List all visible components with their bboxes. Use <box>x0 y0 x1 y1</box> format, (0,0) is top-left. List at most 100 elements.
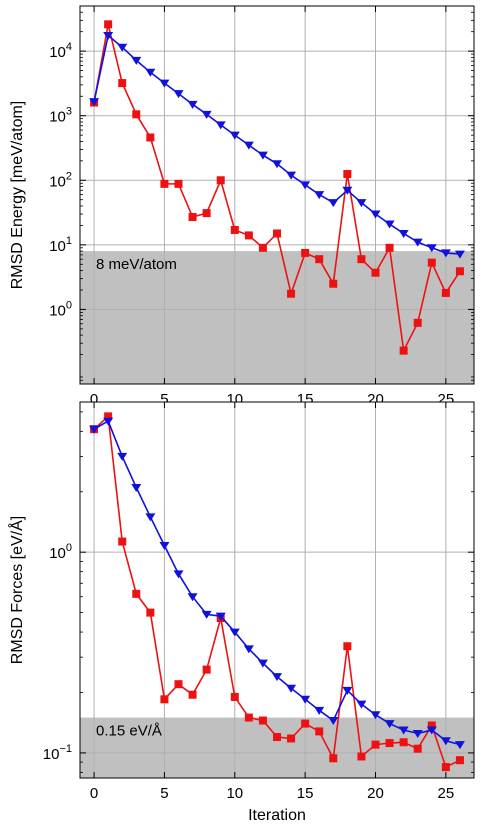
data-point <box>300 181 311 190</box>
data-point <box>243 141 254 150</box>
y-tick-label: 103 <box>49 106 72 126</box>
data-point <box>426 726 437 735</box>
x-tick-label: 5 <box>160 391 168 408</box>
data-point <box>398 229 409 238</box>
data-point <box>440 737 451 746</box>
data-point <box>413 744 422 753</box>
data-point <box>89 425 100 434</box>
data-point <box>230 225 239 234</box>
data-point <box>315 255 324 264</box>
data-point <box>454 741 465 750</box>
y-tick-label: 100 <box>49 542 72 562</box>
data-point <box>117 452 128 461</box>
data-point <box>118 79 127 88</box>
data-point <box>455 756 464 765</box>
data-point <box>412 238 423 247</box>
data-point <box>426 244 437 253</box>
y-axis-label: RMSD Forces [eV/Å] <box>7 516 26 664</box>
data-point <box>329 279 338 288</box>
data-point <box>272 673 282 682</box>
data-point <box>160 695 169 704</box>
data-point <box>258 716 267 725</box>
x-tick-label: 0 <box>90 785 98 802</box>
data-point <box>257 659 268 668</box>
data-point <box>286 684 297 693</box>
data-point <box>173 570 184 579</box>
data-point <box>273 733 281 742</box>
data-point <box>244 713 253 722</box>
data-point <box>117 43 128 52</box>
x-tick-label: 0 <box>90 391 98 408</box>
data-point <box>440 249 451 258</box>
data-point <box>314 706 325 715</box>
data-point <box>441 288 450 297</box>
data-point <box>385 739 394 748</box>
data-point <box>131 484 142 493</box>
x-tick-label: 15 <box>297 785 314 802</box>
data-point <box>146 133 155 142</box>
data-point <box>230 692 239 701</box>
data-point <box>342 686 353 695</box>
x-axis-label: Iteration <box>248 807 306 824</box>
data-point <box>131 56 142 65</box>
data-point <box>371 740 380 749</box>
data-point <box>370 711 381 720</box>
data-point <box>342 186 353 195</box>
data-point <box>201 110 212 119</box>
data-point <box>174 179 183 188</box>
data-point <box>188 212 197 221</box>
data-point <box>159 541 170 550</box>
data-point <box>413 318 422 327</box>
data-point <box>301 719 310 728</box>
data-point <box>174 680 183 689</box>
data-point <box>173 90 184 99</box>
y-tick-label: 102 <box>49 170 72 190</box>
data-point <box>104 412 113 421</box>
y-tick-label: 104 <box>49 41 72 61</box>
data-point <box>160 179 169 188</box>
data-point <box>343 170 352 179</box>
data-point <box>244 231 253 240</box>
data-point <box>356 199 367 208</box>
y-tick-label: 101 <box>49 235 72 255</box>
data-point <box>202 209 211 218</box>
data-point <box>427 258 436 267</box>
data-point <box>103 31 114 40</box>
threshold-band <box>80 717 474 778</box>
data-point <box>145 513 156 522</box>
data-point <box>328 717 339 726</box>
data-point <box>384 220 395 229</box>
threshold-label: 8 meV/atom <box>96 256 177 273</box>
data-point <box>187 100 198 109</box>
data-point <box>412 729 423 738</box>
data-point <box>343 642 352 651</box>
data-point <box>258 243 267 252</box>
data-point <box>257 151 268 160</box>
data-point <box>385 243 394 252</box>
data-point <box>273 229 281 238</box>
data-point <box>328 199 339 208</box>
data-point <box>188 690 197 699</box>
data-point <box>104 20 113 29</box>
data-point <box>301 248 310 257</box>
data-point <box>399 346 408 355</box>
threshold-band <box>80 251 474 384</box>
data-point <box>454 250 465 259</box>
data-point <box>371 268 380 277</box>
data-point <box>132 110 141 119</box>
data-point <box>272 160 282 169</box>
data-point <box>216 176 225 185</box>
data-point <box>300 695 311 704</box>
data-point <box>202 665 211 674</box>
data-point <box>286 171 297 180</box>
data-point <box>427 721 436 730</box>
data-point <box>314 191 325 200</box>
data-point <box>132 589 141 598</box>
x-tick-label: 25 <box>438 785 455 802</box>
data-point <box>229 131 240 140</box>
data-point <box>103 417 114 426</box>
data-point <box>201 610 212 619</box>
data-point <box>187 593 198 602</box>
